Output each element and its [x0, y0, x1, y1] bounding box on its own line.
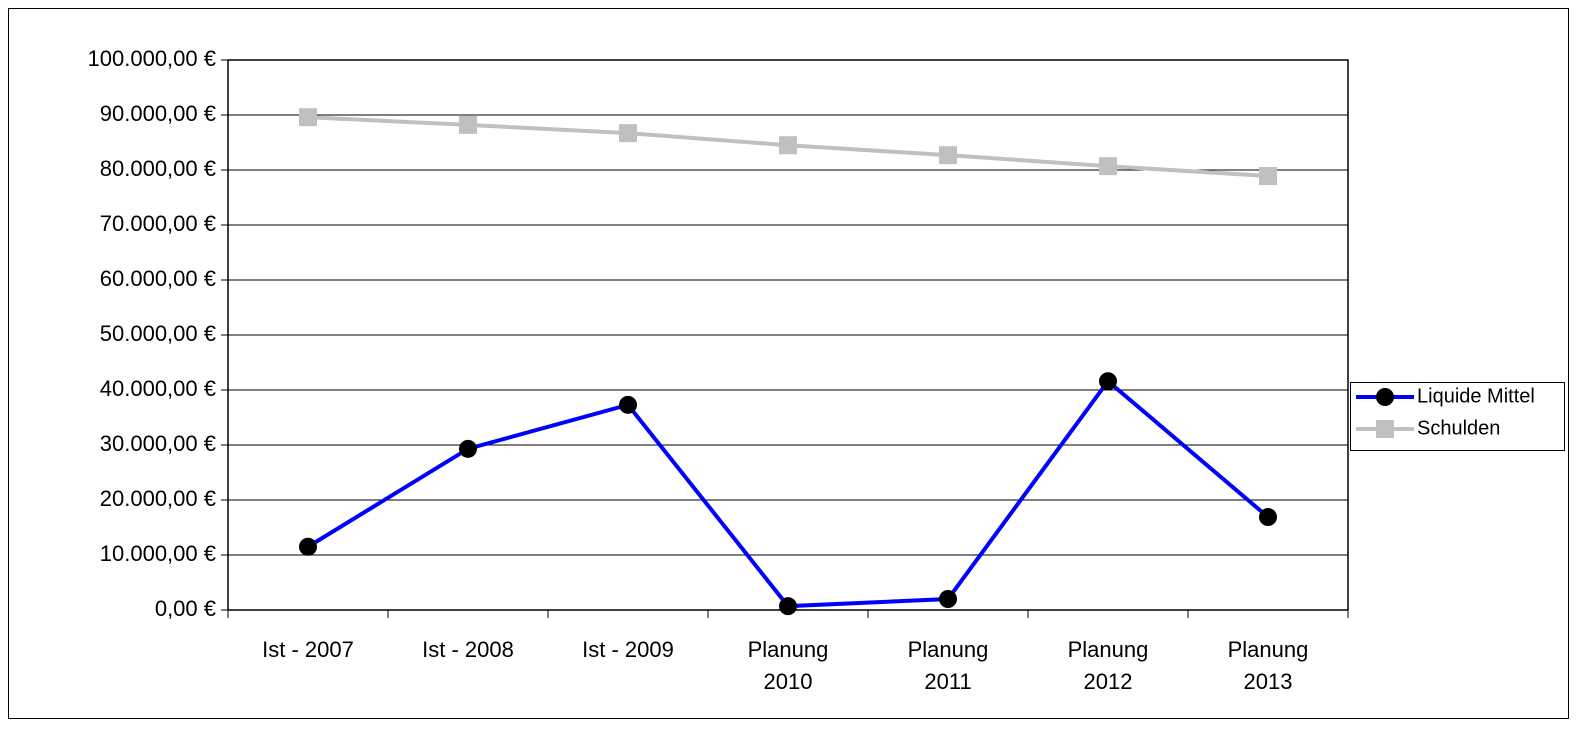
- y-tick-label: 10.000,00 €: [100, 541, 216, 566]
- x-tick-label: Planung 2013: [1227, 637, 1309, 694]
- point: [459, 115, 477, 134]
- y-tick-label: 80.000,00 €: [100, 156, 216, 181]
- y-tick-label: 30.000,00 €: [100, 431, 216, 456]
- point: [1259, 508, 1277, 527]
- point: [939, 146, 957, 165]
- point: [299, 537, 317, 556]
- y-tick-label: 40.000,00 €: [100, 376, 216, 401]
- legend-label: Liquide Mittel: [1417, 385, 1535, 407]
- legend-label: Schulden: [1417, 417, 1500, 439]
- y-tick-label: 20.000,00 €: [100, 486, 216, 511]
- x-tick-label: Ist - 2009: [582, 637, 674, 662]
- point: [619, 395, 637, 414]
- legend-marker: [1376, 420, 1394, 438]
- x-tick-label: Ist - 2007: [262, 637, 354, 662]
- x-tick-label: Planung 2012: [1067, 637, 1149, 694]
- point: [1259, 167, 1277, 186]
- point: [459, 439, 477, 458]
- point: [939, 590, 957, 608]
- x-tick-label: Ist - 2008: [422, 637, 514, 662]
- y-tick-label: 60.000,00 €: [100, 266, 216, 291]
- point: [1099, 372, 1117, 391]
- x-tick-label: Planung 2010: [747, 637, 829, 694]
- x-tick-label: Planung 2011: [907, 637, 989, 694]
- y-tick-label: 70.000,00 €: [100, 211, 216, 236]
- y-tick-label: 90.000,00 €: [100, 101, 216, 126]
- legend-marker: [1376, 388, 1394, 406]
- point: [779, 136, 797, 155]
- y-tick-label: 100.000,00 €: [88, 46, 216, 71]
- point: [299, 108, 317, 127]
- point: [779, 597, 797, 616]
- point: [619, 124, 637, 143]
- point: [1099, 157, 1117, 176]
- y-tick-label: 0,00 €: [155, 596, 216, 621]
- y-tick-label: 50.000,00 €: [100, 321, 216, 346]
